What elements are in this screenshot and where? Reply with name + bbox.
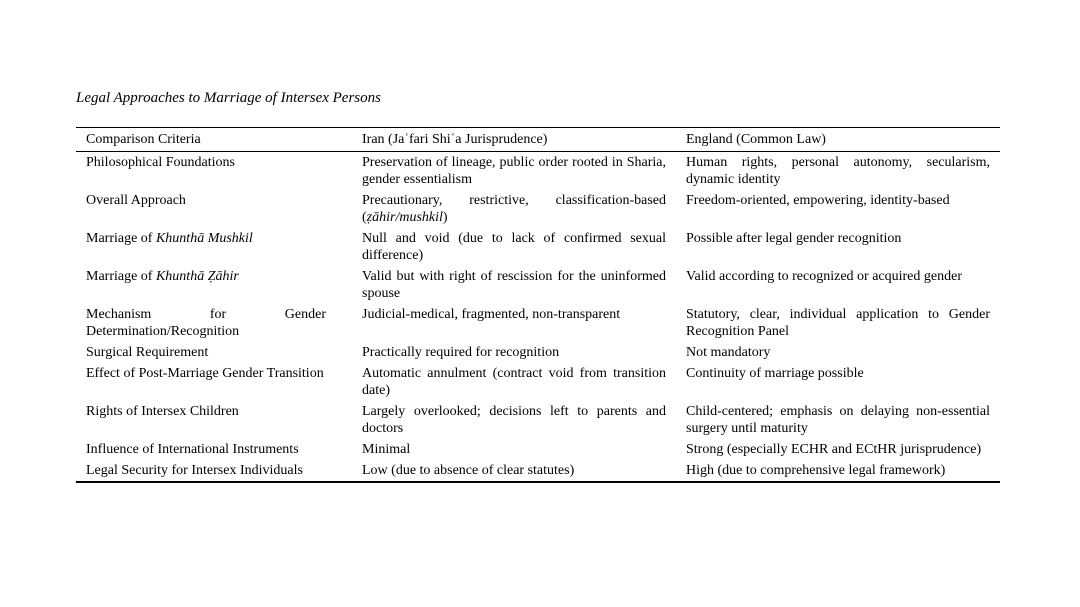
cell-iran: Minimal	[352, 439, 676, 460]
cell-text: Effect of Post-Marriage Gender Transitio…	[86, 366, 324, 381]
cell-text: Preservation of lineage, public order ro…	[362, 155, 666, 187]
cell-text: Philosophical Foundations	[86, 155, 235, 170]
cell-text: High (due to comprehensive legal framewo…	[686, 463, 946, 478]
table-row: Surgical Requirement Practically require…	[76, 342, 1000, 363]
cell-criteria: Legal Security for Intersex Individuals	[76, 460, 352, 482]
cell-iran: Practically required for recognition	[352, 342, 676, 363]
cell-text: Surgical Requirement	[86, 345, 209, 360]
cell-criteria: Effect of Post-Marriage Gender Transitio…	[76, 363, 352, 401]
column-header-criteria: Comparison Criteria	[76, 127, 352, 152]
cell-criteria: Surgical Requirement	[76, 342, 352, 363]
table-body: Philosophical Foundations Preservation o…	[76, 152, 1000, 483]
cell-text: Human rights, personal autonomy, secular…	[686, 155, 990, 187]
transliterated-term: ẓāhir/mushkil	[366, 210, 443, 225]
comparison-table: Comparison Criteria Iran (Jaʿfari Shiʿa …	[76, 127, 1000, 483]
cell-text: Legal Security for Intersex Individuals	[86, 463, 303, 478]
table-row: Influence of International Instruments M…	[76, 439, 1000, 460]
cell-text: Child-centered; emphasis on delaying non…	[686, 404, 990, 436]
cell-text: Null and void (due to lack of confirmed …	[362, 231, 666, 263]
cell-criteria: Marriage of Khunthā Mushkil	[76, 228, 352, 266]
column-header-iran: Iran (Jaʿfari Shiʿa Jurisprudence)	[352, 127, 676, 152]
cell-iran: Automatic annulment (contract void from …	[352, 363, 676, 401]
table-row: Mechanism for Gender Determination/Recog…	[76, 304, 1000, 342]
cell-text: Marriage of	[86, 269, 156, 284]
transliterated-term: Khunthā Ẓāhir	[155, 269, 239, 284]
cell-text: )	[442, 210, 448, 225]
cell-england: Possible after legal gender recognition	[676, 228, 1000, 266]
transliterated-term: Khunthā Mushkil	[155, 231, 253, 246]
cell-criteria: Marriage of Khunthā Ẓāhir	[76, 266, 352, 304]
cell-england: Freedom-oriented, empowering, identity-b…	[676, 190, 1000, 228]
column-header-england: England (Common Law)	[676, 127, 1000, 152]
cell-iran: Judicial-medical, fragmented, non-transp…	[352, 304, 676, 342]
cell-text: Precautionary, restrictive, classificati…	[362, 193, 666, 225]
cell-text: Freedom-oriented, empowering, identity-b…	[686, 193, 950, 208]
cell-england: Continuity of marriage possible	[676, 363, 1000, 401]
cell-text: Marriage of	[86, 231, 156, 246]
cell-iran: Precautionary, restrictive, classificati…	[352, 190, 676, 228]
cell-text: Not mandatory	[686, 345, 771, 360]
header-row: Comparison Criteria Iran (Jaʿfari Shiʿa …	[76, 127, 1000, 152]
cell-text: Automatic annulment (contract void from …	[362, 366, 666, 398]
cell-england: Not mandatory	[676, 342, 1000, 363]
cell-criteria: Philosophical Foundations	[76, 152, 352, 191]
cell-text: Largely overlooked; decisions left to pa…	[362, 404, 666, 436]
cell-text: Low (due to absence of clear statutes)	[362, 463, 575, 478]
table-row: Legal Security for Intersex Individuals …	[76, 460, 1000, 482]
cell-england: High (due to comprehensive legal framewo…	[676, 460, 1000, 482]
cell-text: Judicial-medical, fragmented, non-transp…	[362, 307, 621, 322]
cell-england: Statutory, clear, individual application…	[676, 304, 1000, 342]
table-title: Legal Approaches to Marriage of Intersex…	[76, 90, 381, 106]
table-row: Philosophical Foundations Preservation o…	[76, 152, 1000, 191]
table-row: Overall Approach Precautionary, restrict…	[76, 190, 1000, 228]
table-row: Marriage of Khunthā Ẓāhir Valid but with…	[76, 266, 1000, 304]
cell-iran: Null and void (due to lack of confirmed …	[352, 228, 676, 266]
cell-criteria: Mechanism for Gender Determination/Recog…	[76, 304, 352, 342]
cell-iran: Largely overlooked; decisions left to pa…	[352, 401, 676, 439]
cell-text: Influence of International Instruments	[86, 442, 299, 457]
cell-text: Valid but with right of rescission for t…	[362, 269, 666, 301]
cell-england: Strong (especially ECHR and ECtHR jurisp…	[676, 439, 1000, 460]
cell-iran: Low (due to absence of clear statutes)	[352, 460, 676, 482]
cell-iran: Preservation of lineage, public order ro…	[352, 152, 676, 191]
cell-england: Human rights, personal autonomy, secular…	[676, 152, 1000, 191]
table-row: Marriage of Khunthā Mushkil Null and voi…	[76, 228, 1000, 266]
cell-text: Statutory, clear, individual application…	[686, 307, 990, 339]
table-row: Effect of Post-Marriage Gender Transitio…	[76, 363, 1000, 401]
cell-criteria: Overall Approach	[76, 190, 352, 228]
cell-text: Mechanism for Gender Determination/Recog…	[86, 307, 326, 339]
cell-text: Strong (especially ECHR and ECtHR jurisp…	[686, 442, 982, 457]
document-page: Legal Approaches to Marriage of Intersex…	[76, 88, 1000, 483]
cell-text: Overall Approach	[86, 193, 186, 208]
cell-england: Child-centered; emphasis on delaying non…	[676, 401, 1000, 439]
cell-criteria: Influence of International Instruments	[76, 439, 352, 460]
cell-text: Minimal	[362, 442, 411, 457]
cell-england: Valid according to recognized or acquire…	[676, 266, 1000, 304]
table-row: Rights of Intersex Children Largely over…	[76, 401, 1000, 439]
cell-text: Rights of Intersex Children	[86, 404, 239, 419]
cell-text: Possible after legal gender recognition	[686, 231, 902, 246]
cell-criteria: Rights of Intersex Children	[76, 401, 352, 439]
cell-iran: Valid but with right of rescission for t…	[352, 266, 676, 304]
cell-text: Continuity of marriage possible	[686, 366, 864, 381]
cell-text: Practically required for recognition	[362, 345, 560, 360]
cell-text: Valid according to recognized or acquire…	[686, 269, 962, 284]
